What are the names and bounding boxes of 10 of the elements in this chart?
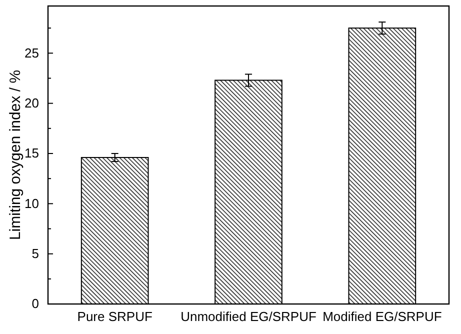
- y-tick-label: 20: [24, 95, 39, 110]
- y-axis-title: Limiting oxygen index / %: [7, 70, 24, 240]
- y-tick-label: 25: [24, 45, 39, 60]
- x-tick-label: Pure SRPUF: [77, 309, 152, 324]
- y-tick-label: 10: [24, 196, 39, 211]
- y-tick-label: 15: [24, 146, 39, 161]
- x-tick-label: Modified EG/SRPUF: [322, 309, 442, 324]
- y-tick-label: 0: [32, 296, 39, 312]
- y-tick-label: 5: [32, 246, 39, 261]
- x-tick-label: Unmodified EG/SRPUF: [180, 309, 316, 324]
